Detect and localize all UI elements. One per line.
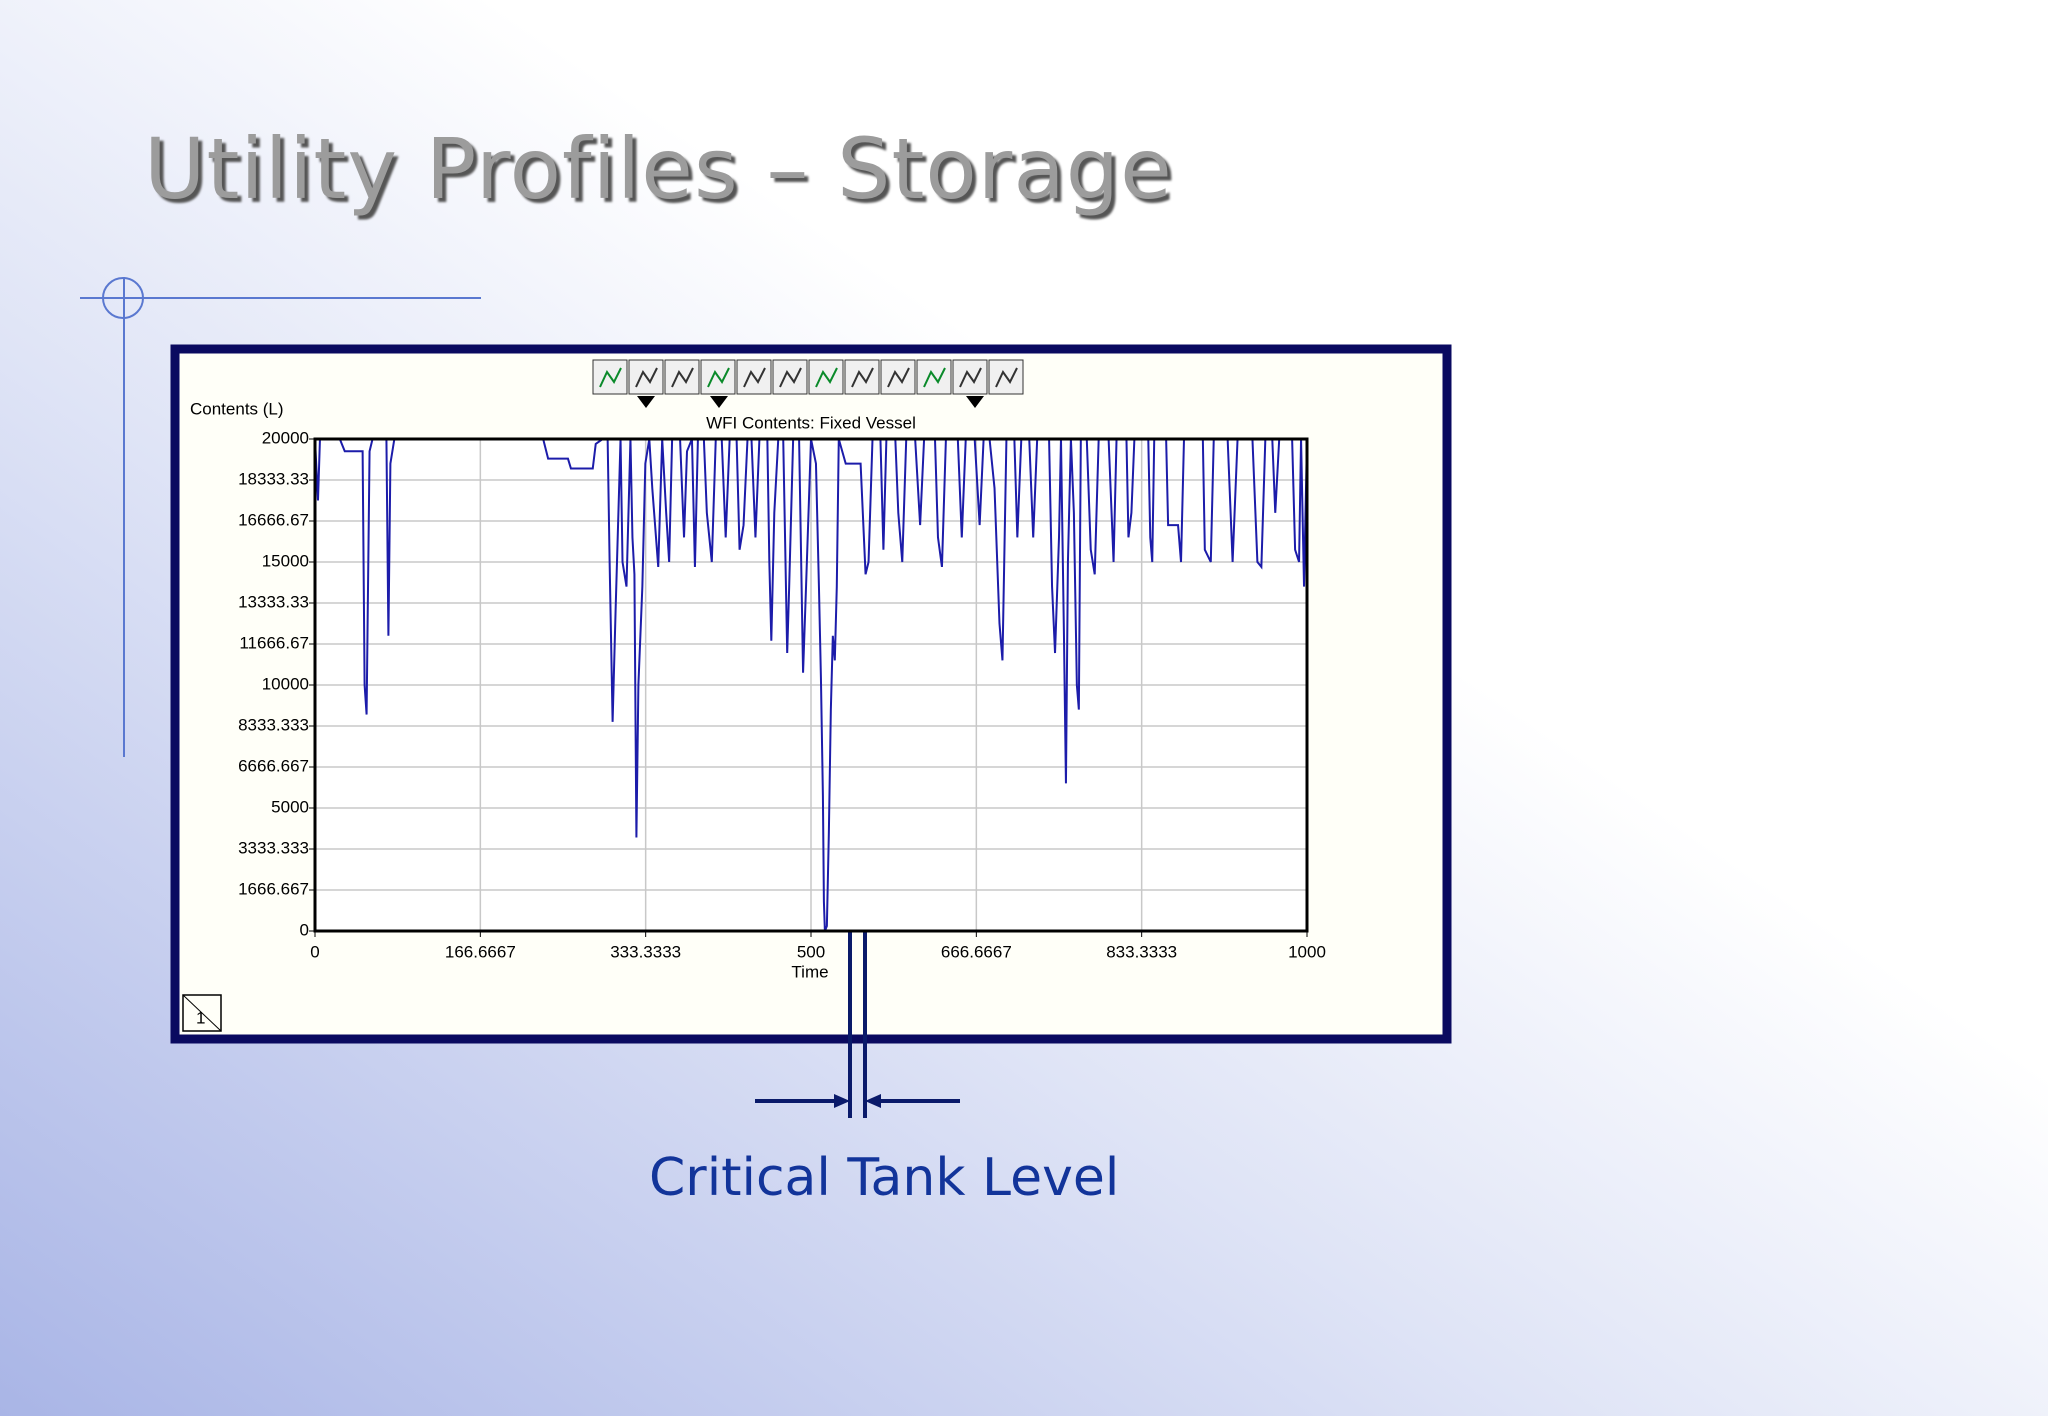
x-tick-label: 833.3333 [1106, 942, 1177, 961]
plot-border [313, 437, 1309, 933]
y-tick-label: 8333.333 [238, 715, 309, 734]
y-axis-title: Contents (L) [190, 399, 284, 418]
toolbar-icon [599, 367, 622, 388]
y-tick-label: 16666.67 [238, 510, 309, 529]
x-tick-label: 500 [797, 942, 825, 961]
toolbar-icon [923, 367, 946, 388]
y-tick-label: 11666.67 [239, 633, 309, 652]
x-tick-label: 166.6667 [445, 942, 516, 961]
toolbar-icon [995, 367, 1018, 388]
y-tick-label: 5000 [271, 797, 309, 816]
y-tick-label: 15000 [262, 551, 309, 570]
toolbar-dropdown [710, 396, 728, 408]
y-tick-label: 13333.33 [238, 592, 309, 611]
annotation: Critical Tank Level [649, 1148, 1120, 1208]
corner-label: 1 [196, 1008, 205, 1027]
x-tick-label: 666.6667 [941, 942, 1012, 961]
toolbar-icon [851, 367, 874, 388]
y-tick-label: 0 [300, 920, 309, 939]
data-line [314, 438, 1308, 932]
toolbar-icon [815, 367, 838, 388]
toolbar-icon [959, 367, 982, 388]
x-tick-label: 1000 [1288, 942, 1326, 961]
toolbar-icon [671, 367, 694, 388]
toolbar [592, 359, 1024, 408]
critical-marker [755, 931, 960, 1118]
toolbar-icon [707, 367, 730, 388]
toolbar-icon [635, 367, 658, 388]
toolbar-icon [887, 367, 910, 388]
decoration [80, 277, 481, 757]
y-tick-label: 20000 [262, 428, 309, 447]
toolbar-button[interactable] [880, 359, 916, 395]
x-tick-label: 0 [310, 942, 319, 961]
y-tick-label: 6666.667 [238, 756, 309, 775]
toolbar-icon [779, 367, 802, 388]
x-tick-label: 333.3333 [610, 942, 681, 961]
x-axis-title: Time [791, 962, 828, 981]
corner-diagonal [182, 994, 222, 1032]
slide-title: Utility Profiles – Storage [144, 120, 1173, 218]
y-tick-label: 3333.333 [238, 838, 309, 857]
corner-box [182, 994, 222, 1032]
toolbar-dropdown [966, 396, 984, 408]
y-tick-label: 1666.667 [238, 879, 309, 898]
y-tick-label: 18333.33 [238, 469, 309, 488]
toolbar-icon [743, 367, 766, 388]
chart-title: WFI Contents: Fixed Vessel [706, 413, 916, 432]
y-tick-label: 10000 [262, 674, 309, 693]
toolbar-dropdown [637, 396, 655, 408]
